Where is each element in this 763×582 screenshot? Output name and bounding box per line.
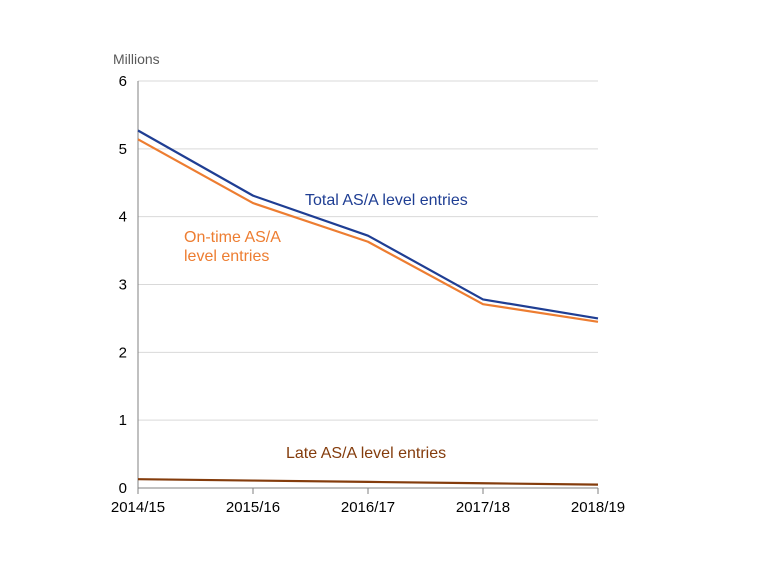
x-tick-label-2: 2016/17 [341, 499, 395, 516]
series-label-line: On-time AS/A [184, 229, 281, 246]
series-label-2: Late AS/A level entries [286, 445, 446, 462]
x-tick-label-1: 2015/16 [226, 499, 280, 516]
y-tick-label-6: 6 [119, 73, 127, 90]
series-label-line: level entries [184, 248, 269, 265]
y-tick-label-5: 5 [119, 141, 127, 158]
y-tick-label-0: 0 [119, 480, 127, 497]
y-tick-label-3: 3 [119, 277, 127, 294]
y-axis-ticks: 0 1 2 3 4 5 6 [119, 73, 127, 497]
series-line-2 [137, 478, 599, 486]
x-tick-label-4: 2018/19 [571, 499, 625, 516]
series-label-1: On-time AS/A level entries [184, 229, 281, 265]
x-tick-label-3: 2017/18 [456, 499, 510, 516]
x-tick-label-0: 2014/15 [111, 499, 165, 516]
series-label-line: Total AS/A level entries [305, 192, 468, 209]
x-axis: 2014/15 2015/16 2016/17 2017/18 2018/19 [111, 81, 625, 516]
y-tick-label-4: 4 [119, 209, 127, 226]
series-line-1 [137, 138, 599, 323]
series-line-0 [137, 129, 599, 320]
series-label-line: Late AS/A level entries [286, 445, 446, 462]
series-label-0: Total AS/A level entries [305, 192, 468, 209]
y-tick-label-2: 2 [119, 344, 127, 361]
gridlines [138, 80, 598, 421]
series-lines [137, 129, 599, 486]
y-tick-label-1: 1 [119, 412, 127, 429]
series-labels: Total AS/A level entries On-time AS/A leve… [184, 192, 468, 462]
y-axis-unit-label: Millions [113, 51, 160, 67]
